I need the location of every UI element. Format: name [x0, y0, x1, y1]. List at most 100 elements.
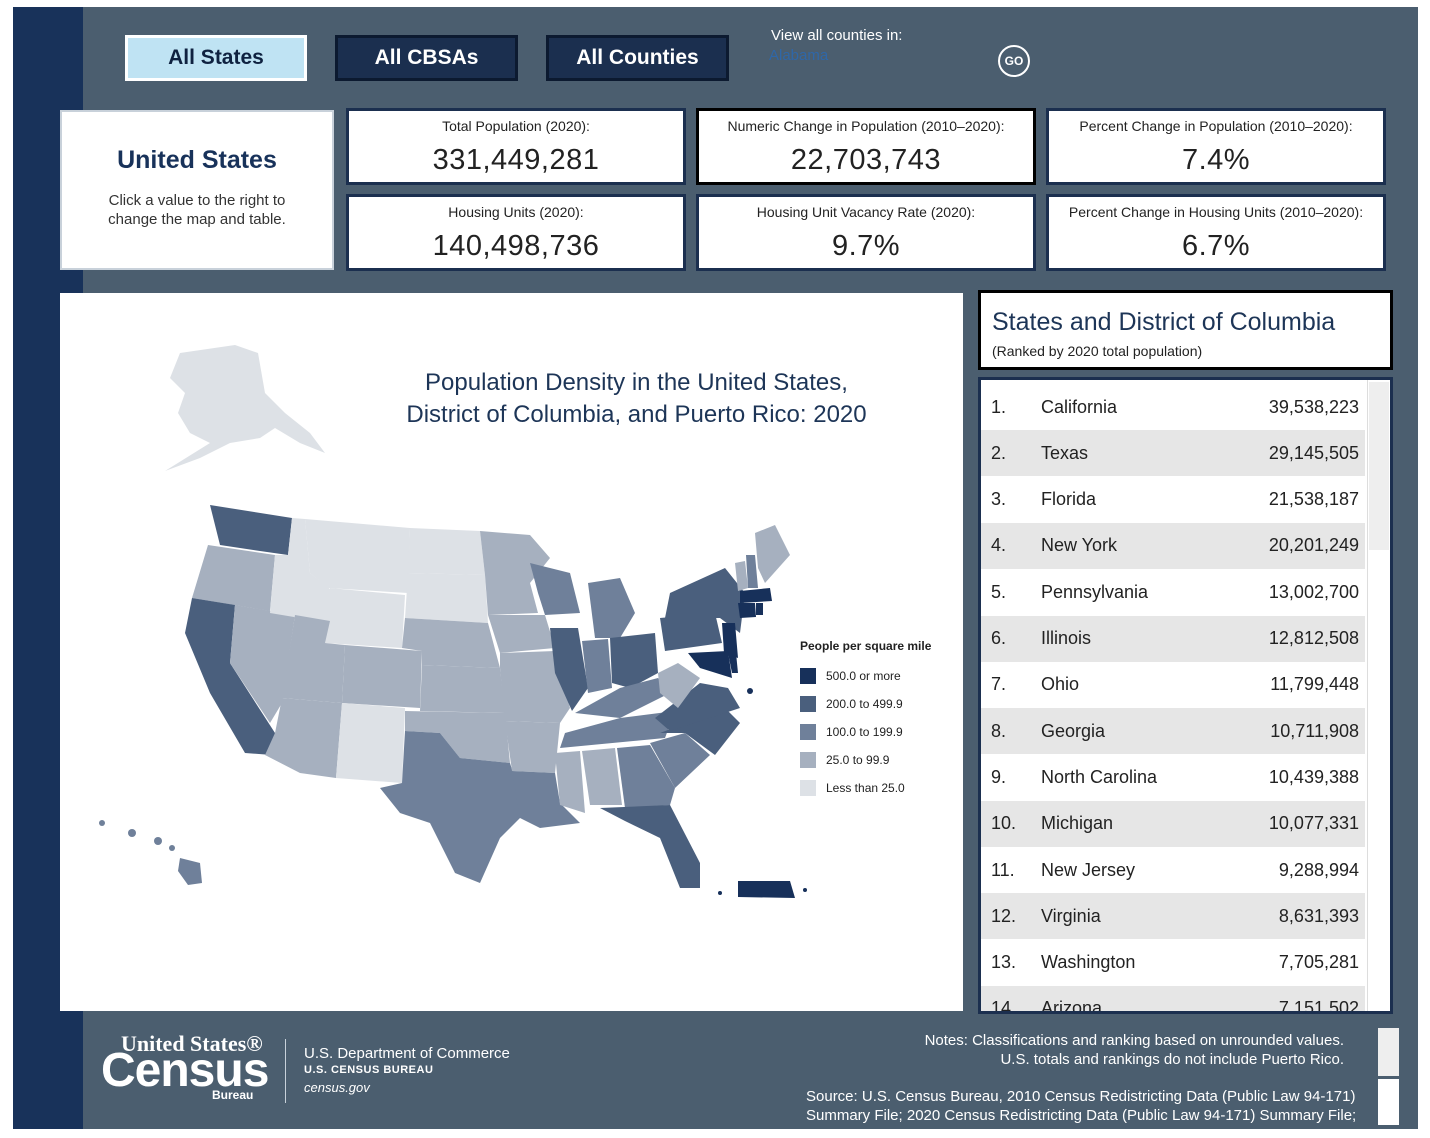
- notes-line: U.S. totals and rankings do not include …: [1000, 1051, 1344, 1068]
- map-state-oklahoma: [405, 711, 510, 763]
- row-rank: 2.: [991, 442, 1007, 463]
- legend-swatch: [800, 752, 816, 768]
- row-rank: 14.: [991, 998, 1017, 1014]
- stat-label: Percent Change in Population (2010–2020)…: [1079, 118, 1353, 134]
- map-state-north-carolina: [660, 708, 740, 755]
- stat-percent-change[interactable]: Percent Change in Population (2010–2020)…: [1046, 108, 1386, 185]
- dashboard-frame: All States All CBSAs All Counties View a…: [13, 7, 1418, 1129]
- table-row[interactable]: 11. New Jersey 9,288,994: [981, 847, 1365, 893]
- table-row[interactable]: 13. Washington 7,705,281: [981, 940, 1365, 986]
- stat-value: 6.7%: [1181, 230, 1251, 262]
- row-rank: 3.: [991, 489, 1007, 510]
- map-state-hawaii-2: [128, 829, 136, 837]
- map-state-pennsylvania: [660, 613, 722, 651]
- row-state-name: Texas: [1041, 442, 1089, 463]
- stat-value: 331,449,281: [432, 144, 600, 176]
- row-state-name: Illinois: [1041, 628, 1092, 648]
- map-state-louisiana: [512, 771, 580, 828]
- view-counties-label: View all counties in:: [771, 27, 903, 44]
- source-text: Source: U.S. Census Bureau, 2010 Census …: [806, 1087, 1376, 1125]
- stat-housing-units[interactable]: Housing Units (2020): 140,498,736: [346, 194, 686, 271]
- map-state-hawaii-3: [154, 837, 162, 845]
- row-rank: 8.: [991, 720, 1007, 741]
- map-state-georgia: [617, 745, 675, 808]
- us-map[interactable]: [60, 293, 963, 1011]
- table-row[interactable]: 1. California 39,538,223: [981, 384, 1365, 430]
- map-state-kentucky: [575, 678, 670, 718]
- map-state-indiana: [582, 639, 612, 693]
- map-state-connecticut: [738, 603, 756, 618]
- stat-label: Housing Unit Vacancy Rate (2020):: [756, 204, 976, 220]
- map-state-hawaii-1: [99, 820, 105, 826]
- table-row[interactable]: 3. Florida 21,538,187: [981, 477, 1365, 523]
- map-state-idaho: [270, 518, 335, 623]
- map-state-south-dakota: [405, 573, 488, 623]
- map-state-kansas: [420, 665, 505, 713]
- stat-housing-change[interactable]: Percent Change in Housing Units (2010–20…: [1046, 194, 1386, 271]
- table-row[interactable]: 7. Ohio 11,799,448: [981, 662, 1365, 708]
- legend-item: 25.0 to 99.9: [800, 746, 931, 774]
- tab-all-cbsas[interactable]: All CBSAs: [335, 35, 518, 81]
- map-state-maryland: [688, 651, 732, 678]
- stat-numeric-change[interactable]: Numeric Change in Population (2010–2020)…: [696, 108, 1036, 185]
- legend-swatch: [800, 696, 816, 712]
- row-population: 20,201,249: [1268, 535, 1359, 556]
- go-button[interactable]: GO: [998, 45, 1030, 77]
- legend-swatch: [800, 780, 816, 796]
- census-logo[interactable]: Census: [101, 1044, 269, 1097]
- table-row[interactable]: 6. Illinois 12,812,508: [981, 615, 1365, 662]
- ranking-scrollbar[interactable]: [1367, 380, 1390, 1011]
- state-select[interactable]: Alabama: [769, 47, 829, 64]
- stat-value: 140,498,736: [432, 230, 600, 262]
- stat-label: Housing Units (2020):: [448, 204, 584, 220]
- legend-swatch: [800, 668, 816, 684]
- legend-item: Less than 25.0: [800, 774, 931, 802]
- table-row[interactable]: 9. North Carolina 10,439,388: [981, 754, 1365, 800]
- legend-label: 500.0 or more: [826, 669, 901, 683]
- tab-all-counties[interactable]: All Counties: [546, 35, 729, 81]
- ranking-scrollbar-thumb[interactable]: [1369, 382, 1389, 550]
- table-row[interactable]: 8. Georgia 10,711,908: [981, 708, 1365, 755]
- footer-bureau: U.S. CENSUS BUREAU: [304, 1064, 434, 1076]
- table-row[interactable]: 12. Virginia 8,631,393: [981, 893, 1365, 940]
- row-rank: 4.: [991, 535, 1007, 556]
- legend-label: 200.0 to 499.9: [826, 697, 903, 711]
- map-title-line2: District of Columbia, and Puerto Rico: 2…: [406, 401, 867, 428]
- row-population: 9,288,994: [1278, 859, 1359, 880]
- ranking-subtitle: (Ranked by 2020 total population): [992, 343, 1203, 359]
- tab-all-states[interactable]: All States: [125, 35, 307, 81]
- footer-site-link[interactable]: census.gov: [304, 1080, 370, 1095]
- table-row[interactable]: 4. New York 20,201,249: [981, 522, 1365, 569]
- map-state-hawaii-4: [169, 845, 175, 851]
- row-state-name: New Jersey: [1041, 859, 1136, 880]
- stat-total-population[interactable]: Total Population (2020): 331,449,281: [346, 108, 686, 185]
- map-title-line1: Population Density in the United States,: [425, 369, 848, 396]
- row-population: 13,002,700: [1268, 581, 1359, 602]
- row-state-name: Virginia: [1041, 905, 1101, 926]
- map-state-south-carolina: [650, 733, 710, 788]
- source-line: Source: U.S. Census Bureau, 2010 Census …: [806, 1088, 1356, 1105]
- map-state-virginia: [655, 683, 740, 731]
- stat-vacancy-rate[interactable]: Housing Unit Vacancy Rate (2020): 9.7%: [696, 194, 1036, 271]
- notes-scrollbar[interactable]: [1378, 1028, 1399, 1076]
- map-state-colorado: [342, 645, 422, 708]
- table-row[interactable]: 2. Texas 29,145,505: [981, 430, 1365, 477]
- table-row[interactable]: 5. Pennsylvania 13,002,700: [981, 569, 1365, 615]
- map-state-maine: [755, 525, 790, 583]
- source-scrollbar[interactable]: [1378, 1079, 1399, 1125]
- footer-dept: U.S. Department of Commerce: [304, 1045, 510, 1062]
- legend-item: 500.0 or more: [800, 662, 931, 690]
- stat-value: 9.7%: [831, 230, 901, 262]
- map-state-alaska: [165, 345, 325, 471]
- ranking-table[interactable]: 1. California 39,538,223 2. Texas 29,145,505 3…: [978, 377, 1393, 1014]
- footer-divider: [285, 1039, 286, 1103]
- table-row[interactable]: 14. Arizona 7,151,502: [981, 985, 1365, 1014]
- map-state-new-mexico: [336, 703, 405, 783]
- map-state-missouri: [500, 651, 570, 723]
- map-state-washington: [210, 505, 292, 555]
- map-state-wisconsin: [530, 563, 580, 615]
- stat-label: Numeric Change in Population (2010–2020)…: [727, 118, 1005, 134]
- map-state-oregon: [192, 545, 275, 611]
- table-row[interactable]: 10. Michigan 10,077,331: [981, 800, 1365, 847]
- map-puerto-rico-islet: [803, 888, 807, 892]
